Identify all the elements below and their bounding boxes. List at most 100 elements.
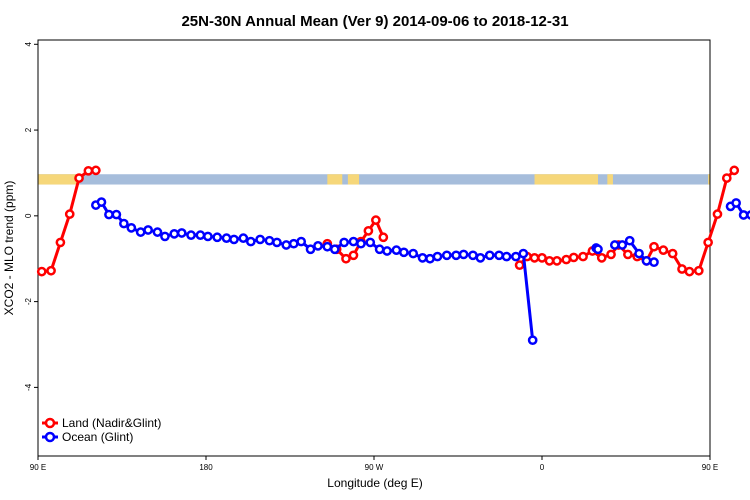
- data-point: [494, 250, 504, 261]
- data-point: [322, 241, 333, 252]
- data-point: [624, 235, 635, 246]
- data-point: [568, 252, 579, 263]
- data-point: [518, 248, 529, 259]
- data-point: [658, 245, 669, 255]
- data-point: [703, 237, 713, 248]
- data-point: [731, 198, 741, 208]
- y-tick-label: -2: [24, 298, 33, 306]
- data-point: [529, 253, 540, 263]
- x-tick-label: 180: [199, 463, 213, 472]
- data-point: [176, 228, 187, 238]
- data-point: [746, 210, 750, 220]
- data-point: [634, 248, 644, 259]
- x-tick-label: 90 E: [702, 463, 718, 472]
- data-point: [721, 173, 732, 183]
- series-ocean: [91, 197, 750, 346]
- data-point: [623, 249, 633, 260]
- data-point: [111, 209, 122, 220]
- data-point: [64, 209, 75, 219]
- data-point: [641, 256, 652, 266]
- data-point: [264, 235, 275, 246]
- band-land-segment: [327, 174, 343, 185]
- data-point: [152, 227, 163, 237]
- band-land-segment: [607, 174, 613, 185]
- data-point: [617, 240, 628, 250]
- data-point: [514, 260, 525, 271]
- chart-title: 25N-30N Annual Mean (Ver 9) 2014-09-06 t…: [181, 13, 568, 30]
- data-point: [609, 240, 620, 250]
- data-point: [83, 165, 94, 176]
- data-point: [527, 335, 538, 346]
- data-point: [329, 244, 340, 255]
- data-point: [738, 210, 749, 220]
- data-point: [432, 251, 443, 262]
- legend-land-label: Land (Nadir&Glint): [62, 416, 161, 430]
- data-point: [729, 165, 740, 176]
- data-point: [143, 225, 153, 235]
- data-point: [511, 251, 521, 262]
- data-point: [238, 233, 249, 243]
- data-point: [356, 238, 366, 249]
- band-ocean: [38, 174, 710, 185]
- data-point: [46, 265, 56, 276]
- data-point: [55, 237, 66, 248]
- x-tick-label: 90 E: [30, 463, 46, 472]
- data-point: [374, 244, 385, 255]
- data-point: [245, 236, 256, 247]
- data-point: [596, 253, 607, 263]
- data-point: [391, 245, 402, 255]
- data-point: [458, 249, 469, 260]
- y-axis-label: XCO2 - MLO trend (ppm): [2, 181, 16, 316]
- data-point: [561, 254, 572, 265]
- data-point: [417, 253, 428, 263]
- data-point: [160, 231, 170, 242]
- data-point: [91, 165, 101, 176]
- data-point: [348, 250, 359, 261]
- data-point: [501, 251, 512, 262]
- band-land-segment: [534, 174, 598, 185]
- data-point: [296, 236, 307, 247]
- x-axis: 90 E 180 90 W 0 90 E: [30, 456, 718, 472]
- data-point: [305, 244, 316, 255]
- data-point: [593, 244, 603, 255]
- data-point: [348, 236, 359, 247]
- data-point: [365, 237, 376, 248]
- data-point: [96, 197, 107, 207]
- x-tick-label: 90 W: [365, 463, 384, 472]
- data-point: [203, 231, 213, 242]
- data-point: [341, 253, 351, 264]
- data-point: [649, 257, 659, 268]
- data-point: [195, 230, 206, 240]
- data-point: [288, 238, 299, 249]
- data-point: [229, 234, 239, 245]
- y-axis: -4 -2 0 2 4: [24, 42, 38, 391]
- data-point: [552, 256, 562, 266]
- data-point: [186, 230, 196, 240]
- data-point: [255, 234, 265, 245]
- data-point: [281, 240, 292, 250]
- data-point: [126, 222, 137, 233]
- data-point: [272, 237, 282, 248]
- land-sea-band: [38, 174, 710, 185]
- data-point: [451, 250, 461, 261]
- data-point: [104, 209, 114, 220]
- legend: Land (Nadir&Glint) Ocean (Glint): [42, 416, 161, 444]
- data-point: [537, 253, 547, 263]
- data-point: [677, 264, 687, 274]
- band-land-segment: [38, 174, 78, 185]
- legend-land-marker: [44, 417, 56, 429]
- data-point: [119, 218, 129, 229]
- data-point: [169, 228, 180, 239]
- data-point: [363, 225, 374, 236]
- data-point: [484, 250, 495, 261]
- y-tick-label: 0: [24, 213, 33, 218]
- data-point: [378, 232, 389, 243]
- y-tick-label: -4: [24, 383, 33, 391]
- data-point: [74, 173, 84, 183]
- data-point: [667, 248, 678, 259]
- data-point: [578, 251, 588, 262]
- data-point: [544, 256, 555, 266]
- data-point: [212, 232, 223, 243]
- data-point: [606, 249, 616, 260]
